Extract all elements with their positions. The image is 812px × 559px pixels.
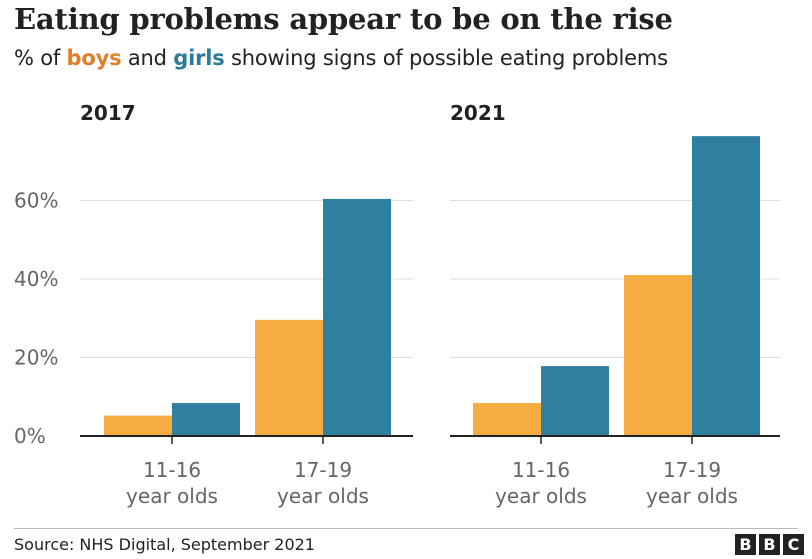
x-tick-label-2021-17-19: 17-19 <box>663 458 721 482</box>
x-tick-label-2021-11-16: 11-16 <box>512 458 570 482</box>
y-tick-label-20: 20% <box>14 346 58 370</box>
panel-title-2017: 2017 <box>80 101 136 125</box>
y-tick-label-40: 40% <box>14 267 58 291</box>
x-tick-sublabel-2017-17-19: year olds <box>277 484 369 508</box>
bar-2021-boys-11-16 <box>473 403 541 436</box>
panel-title-2021: 2021 <box>450 101 506 125</box>
bar-2017-girls-11-16 <box>172 403 240 436</box>
source-note: Source: NHS Digital, September 2021 <box>14 535 315 554</box>
bbc-logo-letter-3: C <box>783 534 804 555</box>
bbc-logo-letter-2: B <box>759 534 780 555</box>
bar-2017-boys-11-16 <box>104 415 172 436</box>
bbc-logo: B B C <box>735 534 804 555</box>
subtitle-prefix: % of <box>14 46 67 70</box>
chart-title: Eating problems appear to be on the rise <box>14 2 673 36</box>
bar-2017-boys-17-19 <box>255 319 323 436</box>
y-tick-label-0: 0% <box>14 424 46 448</box>
x-tick-label-2017-17-19: 17-19 <box>294 458 352 482</box>
subtitle-girls-label: girls <box>173 46 225 70</box>
bar-2021-girls-17-19 <box>692 136 760 436</box>
chart-subtitle: % of boys and girls showing signs of pos… <box>14 46 668 70</box>
bar-2021-girls-11-16 <box>541 366 609 436</box>
bar-2021-boys-17-19 <box>624 275 692 436</box>
subtitle-boys-label: boys <box>66 46 122 70</box>
x-tick-sublabel-2017-11-16: year olds <box>126 484 218 508</box>
footer-divider <box>14 528 798 529</box>
bar-2017-girls-17-19 <box>323 198 391 436</box>
x-tick-sublabel-2021-11-16: year olds <box>495 484 587 508</box>
subtitle-suffix: showing signs of possible eating problem… <box>224 46 668 70</box>
subtitle-mid: and <box>121 46 174 70</box>
x-tick-label-2017-11-16: 11-16 <box>143 458 201 482</box>
x-tick-sublabel-2021-17-19: year olds <box>646 484 738 508</box>
y-tick-label-60: 60% <box>14 189 58 213</box>
bbc-logo-letter-1: B <box>735 534 756 555</box>
